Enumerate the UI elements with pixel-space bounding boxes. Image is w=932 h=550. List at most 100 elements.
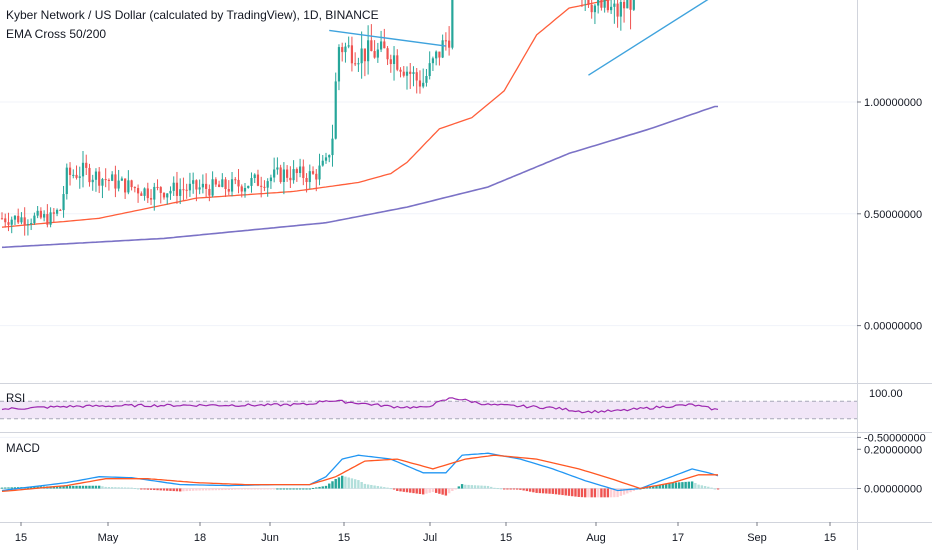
macd-histogram-bar — [668, 483, 671, 489]
macd-histogram-bar — [318, 486, 321, 489]
candle — [305, 173, 308, 193]
macd-histogram-bar — [169, 488, 172, 491]
macd-histogram-bar — [182, 488, 185, 492]
macd-histogram-bar — [519, 488, 522, 490]
indicator-label: EMA Cross 50/200 — [6, 27, 107, 41]
candle — [49, 207, 52, 228]
macd-histogram-bar — [331, 481, 334, 489]
signal-line — [1, 454, 718, 493]
macd-histogram-bar — [613, 488, 616, 498]
macd-tick-label: 0.20000000 — [864, 444, 922, 456]
candle — [205, 173, 208, 198]
candle — [104, 168, 107, 188]
candle — [308, 164, 311, 189]
time-tick-label: May — [98, 532, 119, 544]
candle — [363, 48, 366, 77]
candle — [17, 208, 20, 225]
price-axis[interactable]: 2.500000002.000000001.500000001.00000000… — [857, 0, 926, 496]
candle — [62, 185, 65, 218]
macd-histogram-bar — [107, 487, 111, 489]
macd-histogram-bar — [240, 488, 243, 490]
candle — [597, 0, 600, 14]
candle — [13, 215, 17, 226]
macd-histogram-bar — [110, 487, 114, 489]
candle — [117, 169, 120, 192]
macd-histogram-bar — [298, 488, 302, 490]
macd-histogram-bar — [237, 488, 240, 490]
june-triangle-trendline[interactable] — [329, 29, 446, 47]
macd-histogram-bar — [392, 488, 396, 490]
macd-histogram-bar — [78, 485, 81, 489]
macd-histogram-bar — [425, 488, 428, 494]
macd-histogram-bar — [179, 488, 182, 492]
macd-histogram-bar — [690, 481, 694, 489]
candle — [399, 67, 402, 78]
macd-histogram-bar — [208, 488, 211, 491]
price-pane[interactable] — [0, 0, 857, 438]
macd-histogram-bar — [441, 488, 444, 495]
macd-histogram-bar — [185, 488, 188, 492]
macd-histogram-bar — [700, 485, 704, 489]
candle — [253, 173, 256, 184]
candle — [234, 177, 237, 185]
candle — [114, 165, 117, 198]
candle — [289, 166, 292, 189]
macd-histogram-bar — [366, 484, 370, 489]
time-axis[interactable]: 15 May 18 Jun 15 Jul 15 Aug 17 Sep 15 — [15, 522, 836, 544]
candle — [263, 180, 266, 192]
candle — [409, 62, 412, 89]
macd-histogram-bar — [260, 488, 263, 490]
macd-histogram-bar — [509, 488, 512, 490]
candle — [298, 158, 302, 178]
macd-histogram-bar — [188, 488, 192, 491]
macd-histogram-bar — [561, 488, 564, 496]
candle — [295, 167, 298, 182]
candle — [334, 72, 337, 140]
candle — [30, 218, 33, 231]
macd-histogram-bar — [328, 483, 331, 489]
candle — [376, 42, 379, 63]
macd-label: MACD — [6, 443, 40, 455]
candle — [240, 184, 243, 198]
candle — [626, 0, 629, 9]
macd-histogram-bar — [350, 478, 354, 489]
macd-histogram-bar — [431, 488, 435, 493]
rsi-pane[interactable] — [0, 397, 857, 420]
macd-histogram-bar — [263, 488, 266, 490]
candle — [337, 44, 341, 91]
time-tick-label: 15 — [338, 532, 350, 544]
macd-histogram-bar — [460, 484, 464, 489]
macd-histogram-bar — [247, 488, 250, 490]
macd-histogram-bar — [175, 488, 179, 492]
macd-pane[interactable] — [0, 452, 857, 498]
ascending-support-trendline[interactable] — [588, 0, 825, 76]
candle — [143, 187, 146, 201]
macd-histogram-bar — [234, 488, 237, 490]
macd-histogram-bar — [412, 488, 415, 494]
macd-histogram-bar — [528, 488, 532, 492]
candle — [81, 150, 85, 188]
candle — [101, 177, 104, 199]
candle — [185, 183, 188, 199]
macd-histogram-bar — [558, 488, 561, 495]
candle — [256, 169, 260, 187]
macd-histogram-bar — [0, 487, 4, 489]
candle — [610, 0, 613, 14]
macd-histogram-bar — [574, 488, 577, 497]
macd-histogram-bar — [98, 485, 101, 489]
macd-histogram-bar — [684, 481, 687, 489]
candle — [435, 50, 438, 66]
macd-histogram-bar — [59, 486, 62, 489]
macd-histogram-bar — [616, 488, 619, 498]
macd-histogram-bar — [467, 484, 470, 489]
candle — [341, 42, 344, 62]
candle — [179, 178, 182, 205]
macd-histogram-bar — [88, 485, 91, 489]
candle — [315, 169, 318, 192]
macd-histogram-bar — [661, 484, 665, 489]
macd-histogram-bar — [104, 486, 107, 489]
candle — [169, 186, 172, 200]
macd-histogram-bar — [334, 478, 337, 489]
macd-histogram-bar — [227, 488, 230, 490]
